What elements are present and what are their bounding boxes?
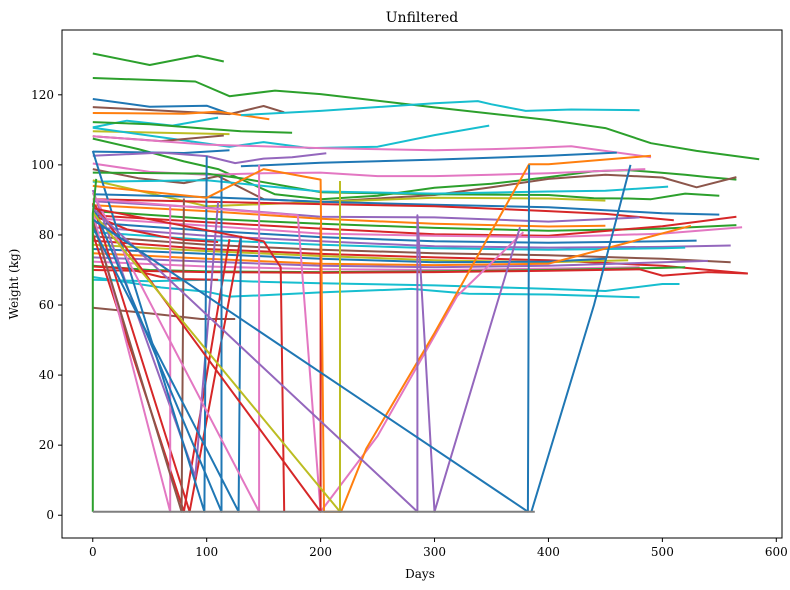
series-line-7	[240, 100, 640, 117]
y-tick-label: 120	[31, 88, 54, 102]
series-line-40	[92, 268, 748, 277]
series-line-41	[92, 278, 680, 292]
y-axis: 0 20 40 60 80 100 120	[31, 88, 62, 522]
series-line-1	[92, 52, 225, 66]
series-line-13	[92, 137, 737, 201]
x-tick-label: 200	[309, 545, 332, 559]
plot-frame	[61, 29, 783, 539]
series-line-18	[92, 168, 737, 203]
series-line-14	[92, 149, 230, 154]
series-line-63	[91, 178, 98, 512]
x-tick-label: 100	[195, 545, 218, 559]
x-tick-label: 300	[423, 545, 446, 559]
series-line-4	[92, 105, 285, 116]
series-line-6	[92, 116, 219, 129]
y-tick-label: 0	[46, 508, 54, 522]
x-axis: 0 100 200 300 400 500 600	[89, 538, 788, 559]
series-line-2	[92, 77, 760, 161]
y-tick-label: 20	[39, 438, 54, 452]
series-line-12	[92, 135, 652, 159]
series-line-8	[92, 121, 293, 134]
series-line-62	[530, 164, 632, 512]
series-line-56	[92, 198, 525, 513]
series-line-38	[92, 260, 640, 271]
x-tick-label: 600	[765, 545, 788, 559]
chart-title: Unfiltered	[386, 10, 459, 26]
series-line-3	[92, 98, 228, 114]
series-group	[91, 52, 760, 513]
x-tick-label: 500	[651, 545, 674, 559]
y-tick-label: 80	[39, 228, 54, 242]
series-line-55	[92, 207, 286, 512]
x-tick-label: 400	[537, 545, 560, 559]
series-line-44	[92, 265, 219, 281]
y-tick-label: 100	[31, 158, 54, 172]
series-line-60	[92, 207, 521, 513]
y-axis-title: Weight (kg)	[7, 249, 21, 320]
series-line-34	[92, 243, 629, 264]
x-axis-title: Days	[405, 567, 435, 581]
series-line-36	[92, 224, 692, 267]
y-tick-label: 60	[39, 298, 54, 312]
y-tick-label: 40	[39, 368, 54, 382]
x-tick-label: 0	[89, 545, 97, 559]
series-line-15	[92, 151, 327, 165]
series-line-25	[92, 204, 606, 228]
series-line-19	[92, 171, 720, 201]
series-line-16	[240, 151, 617, 168]
